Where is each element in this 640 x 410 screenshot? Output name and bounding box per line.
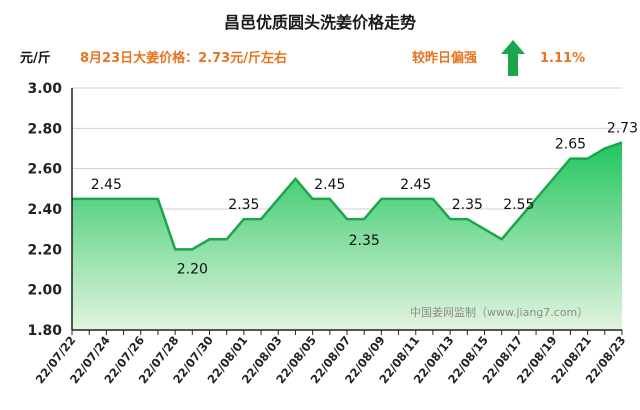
y-tick-label: 2.20 xyxy=(27,242,62,258)
data-label: 2.20 xyxy=(177,261,208,277)
watermark: 中国姜网监制（www.jiang7.com） xyxy=(410,305,588,319)
y-tick-label: 2.60 xyxy=(27,162,62,178)
y-tick-label: 2.00 xyxy=(27,283,62,299)
change-text: 较昨日偏强 xyxy=(412,50,477,66)
data-label: 2.45 xyxy=(314,177,345,193)
y-tick-label: 3.00 xyxy=(27,81,62,97)
axes xyxy=(71,88,623,335)
data-label: 2.45 xyxy=(91,177,122,193)
data-label: 2.45 xyxy=(400,177,431,193)
area-series xyxy=(72,141,623,330)
data-label: 2.55 xyxy=(503,197,534,213)
change-pct: 1.11% xyxy=(540,51,585,66)
y-tick-label: 1.80 xyxy=(27,323,62,339)
up-arrow-icon xyxy=(501,40,525,76)
data-labels: 2.45 2.20 2.35 2.45 2.35 2.45 2.35 2.55 2.65 2.73 xyxy=(91,120,638,277)
price-note: 8月23日大姜价格：2.73元/斤左右 xyxy=(80,50,287,66)
data-label: 2.35 xyxy=(349,233,380,249)
data-label: 2.35 xyxy=(228,197,259,213)
data-label: 2.35 xyxy=(452,197,483,213)
area-fill xyxy=(72,142,622,330)
data-label: 2.73 xyxy=(607,120,638,136)
data-label: 2.65 xyxy=(555,137,586,153)
unit-label: 元/斤 xyxy=(20,50,51,66)
x-tick-labels: 22/07/2222/07/2422/07/2622/07/2822/07/30… xyxy=(33,333,629,386)
y-tick-label: 2.40 xyxy=(27,202,62,218)
price-line xyxy=(72,141,623,251)
y-tick-labels: 1.80 2.00 2.20 2.40 2.60 2.80 3.00 xyxy=(27,81,62,339)
y-tick-label: 2.80 xyxy=(27,121,62,137)
chart-title: 昌邑优质圆头洗姜价格走势 xyxy=(224,13,416,32)
